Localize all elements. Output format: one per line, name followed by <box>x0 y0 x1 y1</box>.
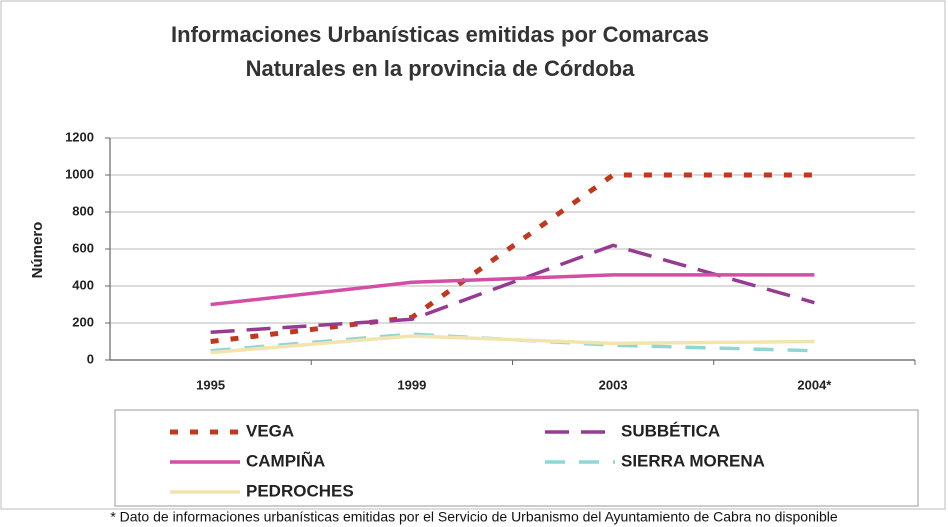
y-tick-label: 400 <box>72 277 94 292</box>
legend-label: CAMPIÑA <box>246 450 325 470</box>
y-tick-label: 1000 <box>65 166 94 181</box>
y-tick-label: 600 <box>72 240 94 255</box>
legend-label: VEGA <box>246 421 294 440</box>
footnote: * Dato de informaciones urbanísticas emi… <box>110 509 838 525</box>
y-tick-label: 0 <box>87 351 94 366</box>
y-tick-label: 200 <box>72 314 94 329</box>
x-tick-label: 1995 <box>196 377 225 392</box>
y-axis-label: Número <box>29 222 46 279</box>
x-tick-label: 1999 <box>397 377 426 392</box>
x-tick-label: 2004* <box>797 377 832 392</box>
line <box>210 172 815 344</box>
chart-title: Naturales en la provincia de Córdoba <box>246 56 636 81</box>
legend <box>114 409 919 507</box>
chart-title: Informaciones Urbanísticas emitidas por … <box>171 22 709 47</box>
line <box>210 273 815 307</box>
x-tick-label: 2003 <box>599 377 628 392</box>
y-tick-label: 800 <box>72 203 94 218</box>
y-tick-label: 1200 <box>65 129 94 144</box>
line <box>210 334 815 355</box>
legend-label: SUBBÉTICA <box>621 421 720 440</box>
legend-label: PEDROCHES <box>246 481 354 500</box>
legend-label: SIERRA MORENA <box>621 451 765 470</box>
